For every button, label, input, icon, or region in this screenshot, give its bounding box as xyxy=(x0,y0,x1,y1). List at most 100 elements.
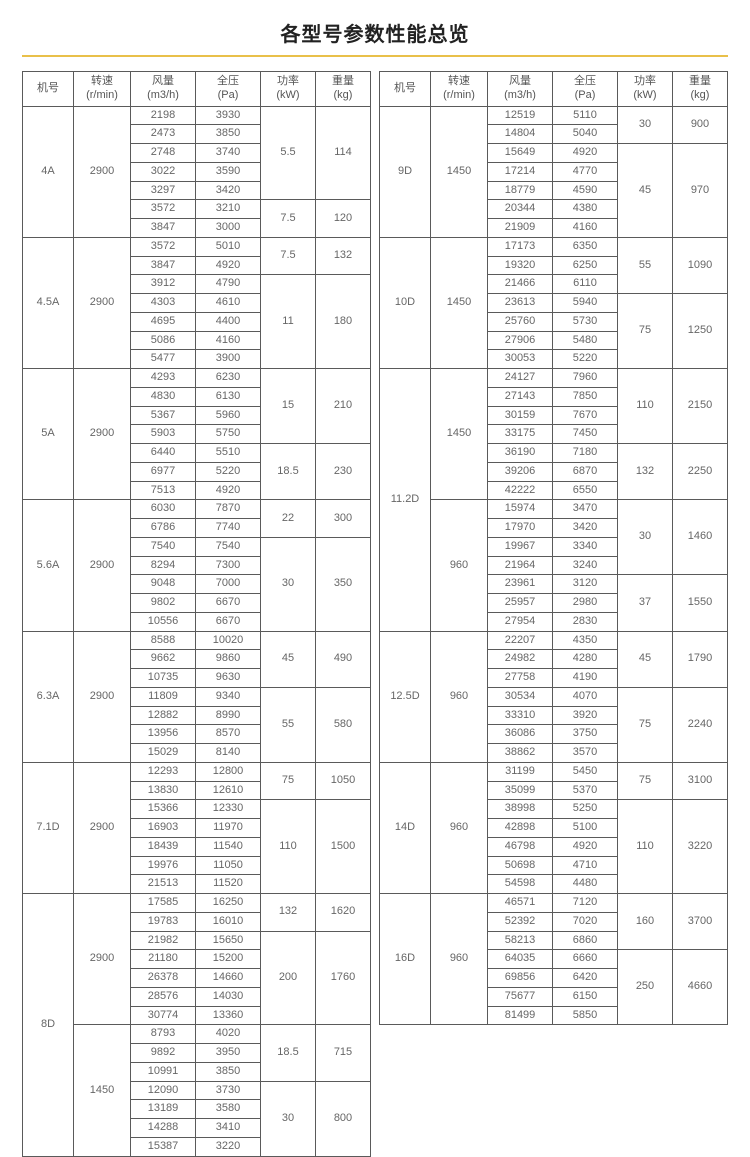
cell-model: 7.1D xyxy=(23,762,74,893)
cell-model: 4.5A xyxy=(23,237,74,368)
cell-press: 5010 xyxy=(196,237,261,256)
table-row: 12.5D960222074350451790 xyxy=(380,631,728,650)
col-header: 重量(kg) xyxy=(316,72,371,107)
cell-power: 11 xyxy=(261,275,316,369)
cell-press: 16010 xyxy=(196,912,261,931)
cell-weight: 1620 xyxy=(316,894,371,932)
col-header: 机号 xyxy=(23,72,74,107)
col-header: 机号 xyxy=(380,72,431,107)
cell-weight: 210 xyxy=(316,369,371,444)
table-row: 9D145012519511030900 xyxy=(380,106,728,125)
cell-speed: 2900 xyxy=(74,237,131,368)
cell-flow: 25957 xyxy=(488,594,553,613)
cell-press: 3340 xyxy=(553,537,618,556)
cell-press: 8990 xyxy=(196,706,261,725)
cell-flow: 15649 xyxy=(488,144,553,163)
cell-power: 55 xyxy=(261,687,316,762)
cell-power: 75 xyxy=(618,687,673,762)
cell-flow: 10991 xyxy=(131,1062,196,1081)
cell-press: 5220 xyxy=(196,462,261,481)
cell-flow: 13956 xyxy=(131,725,196,744)
cell-press: 7670 xyxy=(553,406,618,425)
cell-flow: 23613 xyxy=(488,294,553,313)
cell-power: 45 xyxy=(618,144,673,238)
cell-press: 11540 xyxy=(196,837,261,856)
cell-flow: 30159 xyxy=(488,406,553,425)
cell-flow: 4293 xyxy=(131,369,196,388)
cell-power: 18.5 xyxy=(261,444,316,500)
cell-model: 12.5D xyxy=(380,631,431,762)
cell-power: 7.5 xyxy=(261,200,316,238)
cell-flow: 3847 xyxy=(131,219,196,238)
cell-press: 5100 xyxy=(553,819,618,838)
cell-flow: 4303 xyxy=(131,294,196,313)
cell-flow: 81499 xyxy=(488,1006,553,1025)
cell-press: 7120 xyxy=(553,894,618,913)
cell-press: 3420 xyxy=(553,519,618,538)
table-row: 14508793402018.5715 xyxy=(23,1025,371,1044)
cell-press: 4400 xyxy=(196,312,261,331)
cell-flow: 33175 xyxy=(488,425,553,444)
title-underline xyxy=(22,55,728,57)
cell-flow: 42222 xyxy=(488,481,553,500)
cell-flow: 7540 xyxy=(131,537,196,556)
cell-power: 5.5 xyxy=(261,106,316,200)
cell-press: 4920 xyxy=(553,144,618,163)
cell-press: 5510 xyxy=(196,444,261,463)
cell-flow: 58213 xyxy=(488,931,553,950)
cell-press: 6230 xyxy=(196,369,261,388)
cell-press: 7540 xyxy=(196,537,261,556)
cell-power: 30 xyxy=(618,106,673,144)
table-row: 8D290017585162501321620 xyxy=(23,894,371,913)
cell-press: 4590 xyxy=(553,181,618,200)
cell-flow: 30053 xyxy=(488,350,553,369)
cell-flow: 6440 xyxy=(131,444,196,463)
cell-press: 7020 xyxy=(553,912,618,931)
cell-power: 75 xyxy=(618,294,673,369)
cell-power: 110 xyxy=(618,800,673,894)
cell-power: 37 xyxy=(618,575,673,631)
cell-flow: 7513 xyxy=(131,481,196,500)
cell-speed: 2900 xyxy=(74,762,131,893)
cell-press: 5450 xyxy=(553,762,618,781)
cell-flow: 36086 xyxy=(488,725,553,744)
cell-flow: 5903 xyxy=(131,425,196,444)
cell-press: 3410 xyxy=(196,1119,261,1138)
cell-press: 11050 xyxy=(196,856,261,875)
cell-flow: 4695 xyxy=(131,312,196,331)
cell-power: 15 xyxy=(261,369,316,444)
cell-flow: 5086 xyxy=(131,331,196,350)
cell-flow: 2748 xyxy=(131,144,196,163)
cell-flow: 14288 xyxy=(131,1119,196,1138)
cell-press: 3580 xyxy=(196,1100,261,1119)
cell-flow: 13830 xyxy=(131,781,196,800)
cell-power: 30 xyxy=(261,537,316,631)
cell-power: 200 xyxy=(261,931,316,1025)
cell-speed: 1450 xyxy=(431,237,488,368)
cell-press: 15200 xyxy=(196,950,261,969)
cell-press: 11970 xyxy=(196,819,261,838)
cell-weight: 490 xyxy=(316,631,371,687)
cell-press: 6150 xyxy=(553,987,618,1006)
cell-weight: 3220 xyxy=(673,800,728,894)
cell-press: 9630 xyxy=(196,669,261,688)
cell-press: 7000 xyxy=(196,575,261,594)
cell-press: 4770 xyxy=(553,162,618,181)
cell-press: 3850 xyxy=(196,1062,261,1081)
cell-press: 4020 xyxy=(196,1025,261,1044)
cell-flow: 30534 xyxy=(488,687,553,706)
table-row: 5A29004293623015210 xyxy=(23,369,371,388)
cell-model: 9D xyxy=(380,106,431,237)
cell-flow: 38862 xyxy=(488,744,553,763)
cell-flow: 31199 xyxy=(488,762,553,781)
cell-power: 75 xyxy=(618,762,673,800)
cell-power: 30 xyxy=(618,500,673,575)
cell-flow: 6030 xyxy=(131,500,196,519)
cell-weight: 4660 xyxy=(673,950,728,1025)
cell-press: 4920 xyxy=(196,481,261,500)
cell-flow: 17585 xyxy=(131,894,196,913)
cell-speed: 960 xyxy=(431,894,488,1025)
cell-flow: 12090 xyxy=(131,1081,196,1100)
cell-press: 2830 xyxy=(553,612,618,631)
cell-weight: 970 xyxy=(673,144,728,238)
